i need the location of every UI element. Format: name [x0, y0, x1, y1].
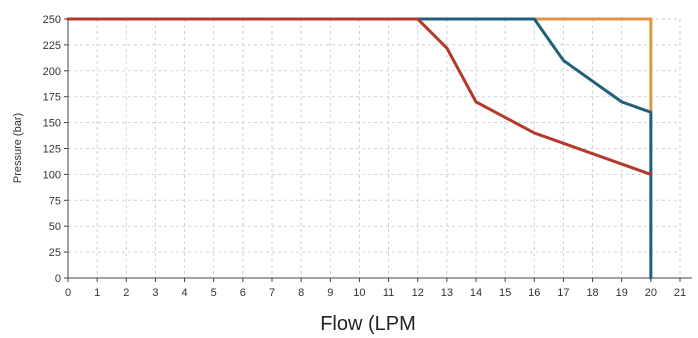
axes [64, 18, 692, 282]
x-tick-labels: 0 1 2 3 4 5 6 7 8 9 10 11 12 13 14 15 16 17 18 19 20 21 [65, 287, 686, 299]
x-tick-label: 9 [327, 287, 333, 299]
x-tick-label: 17 [557, 287, 569, 299]
x-tick-label: 5 [211, 287, 217, 299]
y-tick-label: 150 [43, 118, 61, 130]
series-line-2 [66, 17, 653, 280]
y-tick-label: 50 [49, 221, 61, 233]
x-tick-label: 18 [586, 287, 598, 299]
x-tick-label: 0 [65, 287, 71, 299]
x-tick-label: 15 [499, 287, 511, 299]
series-line-3 [66, 17, 653, 176]
x-tick-label: 11 [383, 287, 394, 299]
y-tick-label: 125 [43, 144, 61, 156]
y-tick-label: 100 [43, 169, 61, 181]
x-tick-label: 4 [182, 287, 188, 299]
x-tick-label: 12 [412, 287, 424, 299]
y-tick-label: 25 [49, 247, 61, 259]
x-tick-label: 16 [528, 287, 540, 299]
y-tick-label: 175 [43, 92, 61, 104]
x-tick-label: 7 [269, 287, 275, 299]
x-tick-label: 21 [674, 287, 686, 299]
x-tick-label: 6 [240, 287, 246, 299]
series-layer [66, 17, 653, 280]
y-axis-title: Pressure (bar) [12, 113, 24, 183]
x-tick-label: 1 [94, 287, 100, 299]
x-tick-label: 2 [123, 287, 129, 299]
x-tick-label: 19 [616, 287, 628, 299]
x-axis-title: Flow (LPM [320, 313, 416, 335]
x-tick-label: 13 [441, 287, 453, 299]
grid-lines [68, 18, 681, 278]
y-tick-labels: 0 25 50 75 100 125 150 175 200 225 250 [43, 14, 61, 285]
y-tick-label: 200 [43, 66, 61, 78]
y-tick-label: 75 [49, 195, 61, 207]
x-tick-label: 14 [470, 287, 482, 299]
y-tick-label: 225 [43, 40, 61, 52]
y-tick-label: 250 [43, 14, 61, 26]
y-tick-label: 0 [55, 273, 61, 285]
x-tick-label: 10 [353, 287, 365, 299]
x-tick-label: 8 [298, 287, 304, 299]
x-tick-label: 20 [645, 287, 657, 299]
x-tick-label: 3 [152, 287, 158, 299]
